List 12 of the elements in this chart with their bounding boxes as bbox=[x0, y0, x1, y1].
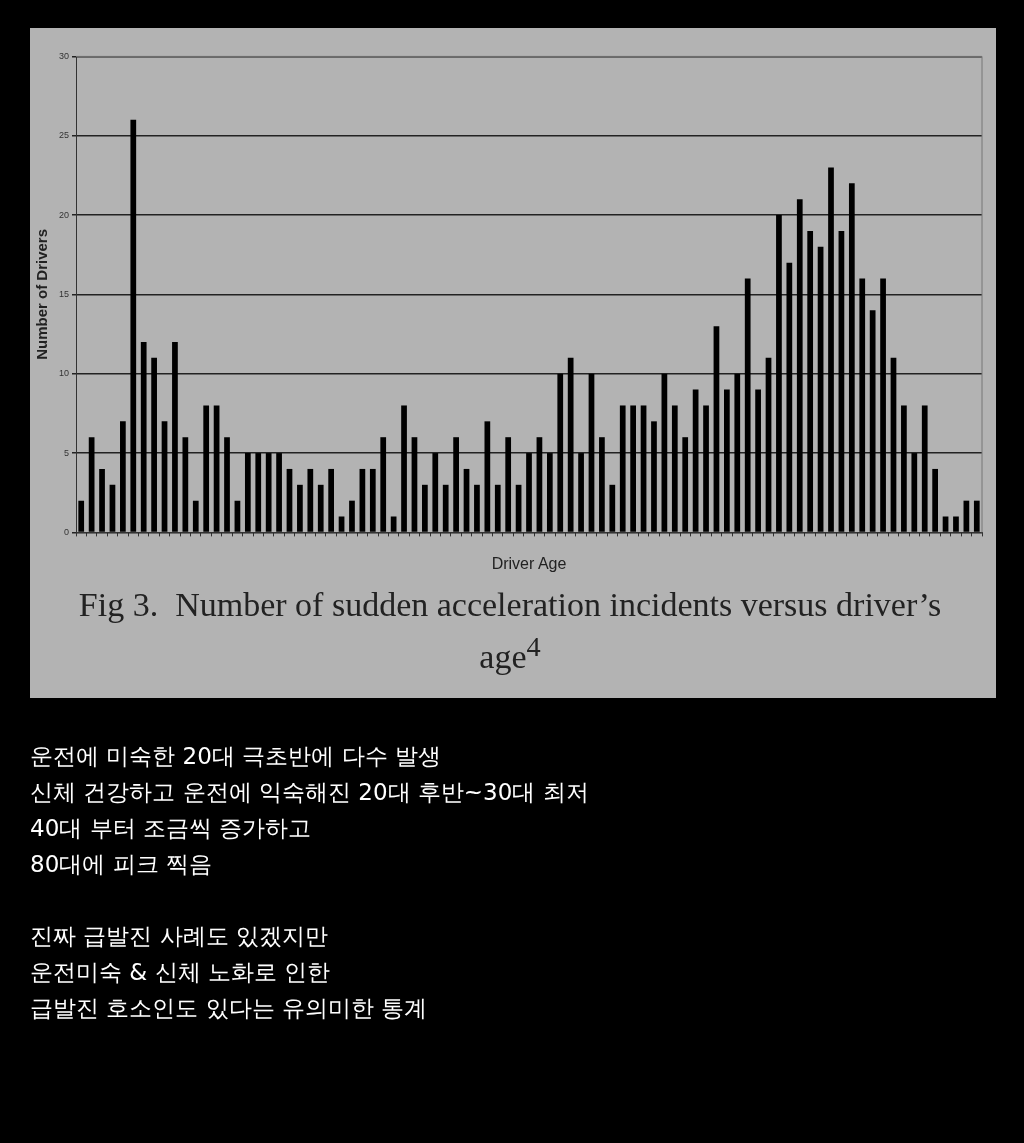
text: 진짜 급발진 사례도 있겠지만 운전미숙 & 신체 노화로 인한 급발진 호소인도 있다는 유의미한 통계 bbox=[30, 922, 429, 1023]
y-tick-label: 0 bbox=[64, 526, 70, 537]
y-tick-label: 5 bbox=[64, 447, 70, 458]
y-tick-label: 25 bbox=[59, 130, 70, 141]
y-tick-label: 20 bbox=[59, 209, 70, 220]
y-tick-label: 10 bbox=[59, 368, 70, 379]
y-tick-label: 30 bbox=[59, 50, 70, 61]
x-axis-title: Driver Age bbox=[491, 554, 567, 572]
y-axis-title: Number of Drivers bbox=[33, 228, 51, 360]
text: Fig 3. Number of sudden acceleration incidents versus driver’s age$^{4}$ bbox=[77, 585, 943, 678]
y-tick-label: 15 bbox=[59, 288, 70, 299]
text: 운전에 미숙한 20대 극초반에 다수 발생 신체 건강하고 운전에 익숙해진 20대 후반~30대 최저 40대 부터 조금씩 증가하고 80대에 피크 찍음 bbox=[30, 742, 589, 879]
